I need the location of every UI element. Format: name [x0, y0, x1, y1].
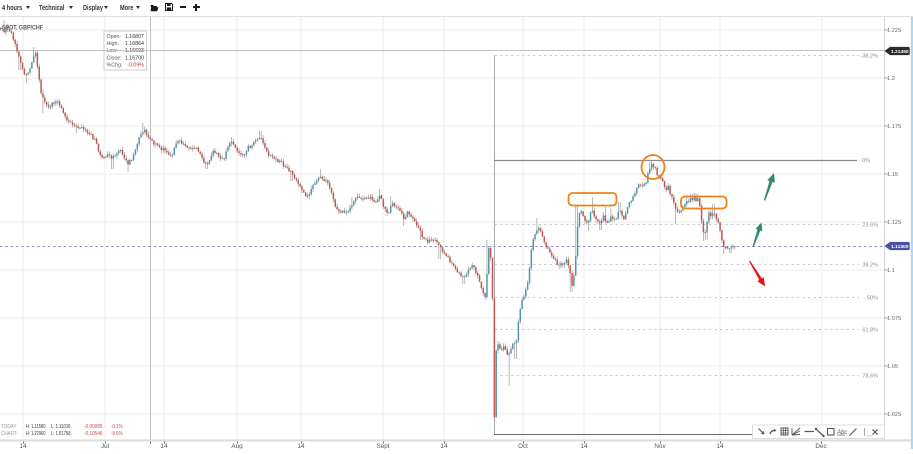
svg-text:Oct: Oct	[518, 443, 528, 449]
svg-text:1.125: 1.125	[887, 220, 901, 226]
svg-text:High:: High:	[107, 41, 119, 47]
svg-text:H: 1.11580: H: 1.11580	[26, 424, 46, 430]
svg-text:Aug: Aug	[231, 443, 243, 449]
svg-text:1.1: 1.1	[887, 268, 895, 274]
svg-text:1.16700: 1.16700	[125, 55, 144, 61]
svg-text:Jul: Jul	[101, 443, 109, 449]
svg-text:1.16807: 1.16807	[125, 34, 144, 40]
svg-text:H: 1.22960: H: 1.22960	[26, 431, 46, 437]
svg-text:Low:: Low:	[107, 48, 118, 54]
svg-text:14: 14	[716, 443, 724, 449]
svg-text:TODAY:: TODAY:	[1, 424, 18, 430]
svg-text:1.21450: 1.21450	[891, 49, 909, 55]
svg-text:%Chg:: %Chg:	[107, 63, 123, 69]
svg-text:14: 14	[160, 443, 168, 449]
svg-text:Dec: Dec	[815, 443, 826, 449]
svg-text:Nov: Nov	[654, 443, 666, 449]
svg-text:1.175: 1.175	[887, 124, 901, 130]
svg-text:L: 1.11016: L: 1.11016	[51, 424, 71, 430]
svg-text:1.075: 1.075	[887, 316, 901, 322]
svg-text:CHART:: CHART:	[1, 431, 18, 437]
svg-text:1.16693: 1.16693	[125, 48, 144, 54]
svg-text:1.2: 1.2	[887, 76, 895, 82]
svg-text:-0.1%: -0.1%	[111, 424, 123, 430]
svg-text:78.6%: 78.6%	[862, 374, 878, 380]
svg-text:0%: 0%	[862, 158, 870, 164]
svg-text:61.8%: 61.8%	[862, 328, 878, 334]
svg-text:14: 14	[19, 443, 27, 449]
svg-text:100: 100	[866, 433, 873, 438]
svg-text:-8.6%: -8.6%	[111, 431, 123, 437]
svg-text:1.225: 1.225	[887, 28, 901, 34]
svg-text:-0.09%: -0.09%	[127, 63, 144, 69]
svg-text:14: 14	[297, 443, 305, 449]
svg-text:1.025: 1.025	[887, 412, 901, 418]
svg-text:14: 14	[440, 443, 448, 449]
svg-text:1.16864: 1.16864	[125, 41, 144, 47]
svg-text:23.6%: 23.6%	[862, 223, 878, 229]
svg-text:Abc: Abc	[836, 430, 847, 436]
svg-text:-0.10546: -0.10546	[84, 431, 103, 437]
svg-text:50%: 50%	[867, 296, 878, 302]
svg-text:1.15: 1.15	[887, 172, 898, 178]
svg-text:L: 1.01758: L: 1.01758	[51, 431, 71, 437]
svg-text:-0.00085: -0.00085	[84, 424, 103, 430]
svg-text:14: 14	[580, 443, 588, 449]
svg-text:Open:: Open:	[107, 34, 121, 40]
svg-text:Sept: Sept	[377, 443, 390, 449]
svg-text:1.11300: 1.11300	[891, 244, 909, 250]
svg-text:38.2%: 38.2%	[862, 263, 878, 269]
svg-text:1.05: 1.05	[887, 364, 898, 370]
svg-text:-38.2%: -38.2%	[861, 54, 879, 60]
svg-text:Close:: Close:	[107, 55, 122, 61]
